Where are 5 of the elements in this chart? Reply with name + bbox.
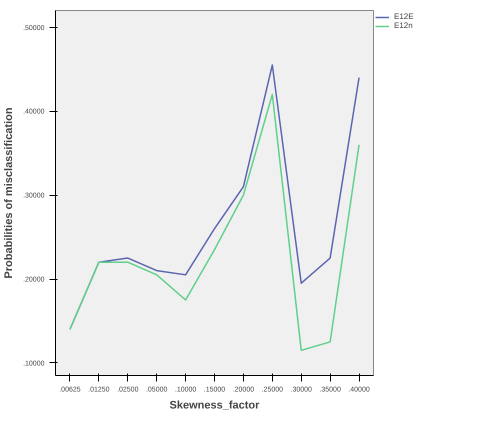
legend-label: E12n xyxy=(394,21,414,30)
x-axis-title: Skewness_factor xyxy=(170,400,260,412)
line-series xyxy=(69,94,360,352)
legend-label: E12E xyxy=(394,12,414,21)
y-axis-title: Probabilities of misclassification xyxy=(3,107,16,279)
